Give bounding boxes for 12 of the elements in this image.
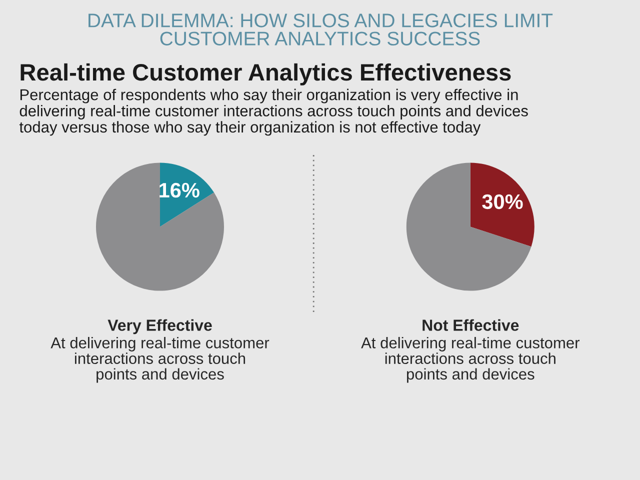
- text: At delivering real-time customer interactions across touch points and devices: [50, 336, 270, 383]
- pie-slice: [406, 162, 532, 291]
- text: Percentage of respondents who say their organization is very effective in delivering real-time customer interactions across touch points and devices today versus those who say their organization is not effective today: [19, 88, 528, 136]
- pie-slice: [470, 162, 534, 247]
- pie-slice: [96, 162, 224, 291]
- data-label: 30%: [482, 194, 523, 210]
- text: Not Effective: [422, 319, 519, 331]
- data-label: 16%: [160, 182, 200, 198]
- text: DATA DILEMMA: HOW SILOS AND LEGACIES LIMIT CUSTOMER ANALYTICS SUCCESS: [88, 14, 553, 46]
- chart-title: Real-time Customer Analytics Effectiveness: [20, 63, 511, 86]
- text: Very Effective: [108, 319, 212, 334]
- text: At delivering real-time customer interactions across touch points and devices: [361, 336, 580, 383]
